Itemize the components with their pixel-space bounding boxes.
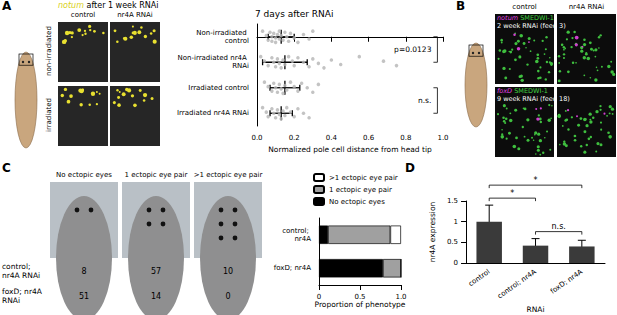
svg-text:Irradiated control: Irradiated control	[188, 84, 249, 92]
svg-text:Normalized pole cell distance: Normalized pole cell distance from head …	[268, 145, 432, 154]
html-text:8: 8	[81, 267, 87, 276]
svg-text:0.5: 0.5	[447, 238, 458, 246]
html-text:>1 ectopic eye pair: >1 ectopic eye pair	[193, 171, 263, 179]
html-text:notum after 1 week RNAi: notum after 1 week RNAi	[58, 1, 159, 10]
svg-text:1.0: 1.0	[395, 293, 406, 301]
html-text:51: 51	[78, 292, 90, 301]
html-text:10: 10	[222, 267, 234, 276]
svg-text:control: control	[225, 37, 249, 45]
svg-text:1.5: 1.5	[447, 197, 458, 205]
html-text:nr4A RNAi: nr4A RNAi	[568, 3, 605, 11]
html-text:C: C	[2, 161, 11, 175]
svg-text:0: 0	[454, 259, 458, 267]
html-text:B: B	[456, 0, 466, 13]
svg-text:0.0: 0.0	[251, 134, 262, 142]
svg-text:p=0.0123: p=0.0123	[394, 45, 432, 54]
svg-text:foxD; nr4A: foxD; nr4A	[549, 268, 584, 296]
svg-text:Non-irradiated nr4A: Non-irradiated nr4A	[177, 54, 249, 62]
svg-text:>1 ectopic eye pair: >1 ectopic eye pair	[329, 174, 398, 182]
svg-text:0: 0	[317, 293, 321, 301]
html-text:9 week RNAi (feed 18): 9 week RNAi (feed 18)	[497, 95, 570, 103]
html-text:2 week RNAi (feed 3): 2 week RNAi (feed 3)	[497, 22, 566, 30]
html-text:irradiated: irradiated	[45, 98, 53, 133]
svg-text:n.s.: n.s.	[418, 96, 431, 105]
html-text:control: control	[70, 11, 96, 19]
svg-text:nr4A expression: nr4A expression	[428, 201, 437, 262]
html-text:57: 57	[150, 267, 162, 276]
svg-text:RNAi: RNAi	[526, 305, 544, 314]
html-text:1 ectopic eye pair: 1 ectopic eye pair	[124, 171, 188, 179]
svg-text:0.6: 0.6	[363, 134, 375, 142]
html-text:notum SMEDWI-1: notum SMEDWI-1	[497, 14, 554, 22]
html-text:No ectopic eyes: No ectopic eyes	[56, 171, 112, 179]
svg-text:RNAi: RNAi	[232, 62, 249, 70]
html-text:non-irradiated: non-irradiated	[45, 26, 53, 76]
svg-text:*: *	[510, 189, 514, 198]
html-text:14: 14	[150, 292, 162, 301]
svg-text:control;: control;	[282, 227, 311, 235]
svg-text:Non-irradiated: Non-irradiated	[196, 29, 249, 37]
html-text:0: 0	[225, 292, 231, 301]
svg-text:control; nr4A: control; nr4A	[496, 268, 538, 301]
svg-text:control: control	[467, 268, 492, 289]
html-text:D: D	[405, 161, 415, 175]
svg-text:foxD; nr4A: foxD; nr4A	[274, 264, 311, 272]
svg-text:7 days after RNAi: 7 days after RNAi	[255, 9, 334, 19]
svg-text:1: 1	[454, 218, 458, 226]
html-text:A: A	[2, 0, 12, 13]
svg-text:0.5: 0.5	[354, 293, 365, 301]
html-text:control; nr4A RNAi: control; nr4A RNAi	[2, 262, 41, 280]
svg-text:n.s.: n.s.	[552, 222, 566, 231]
html-text:nr4A RNAi: nr4A RNAi	[117, 11, 153, 19]
html-text:foxD SMEDWI-1: foxD SMEDWI-1	[497, 87, 548, 95]
svg-text:No ectopic eyes: No ectopic eyes	[329, 198, 385, 206]
svg-text:*: *	[534, 176, 538, 185]
html-text:foxD; nr4A RNAi: foxD; nr4A RNAi	[2, 287, 42, 305]
svg-text:Proportion of phenotype: Proportion of phenotype	[315, 300, 406, 309]
svg-text:0.8: 0.8	[400, 134, 411, 142]
html-text:control: control	[512, 3, 537, 11]
svg-text:Irradiated nr4A RNAi: Irradiated nr4A RNAi	[177, 109, 249, 117]
svg-text:0.2: 0.2	[289, 134, 300, 142]
svg-text:0.4: 0.4	[326, 134, 338, 142]
svg-text:1.0: 1.0	[437, 134, 448, 142]
svg-text:1 ectopic eye pair: 1 ectopic eye pair	[329, 186, 392, 194]
svg-text:nr4A: nr4A	[294, 235, 311, 243]
